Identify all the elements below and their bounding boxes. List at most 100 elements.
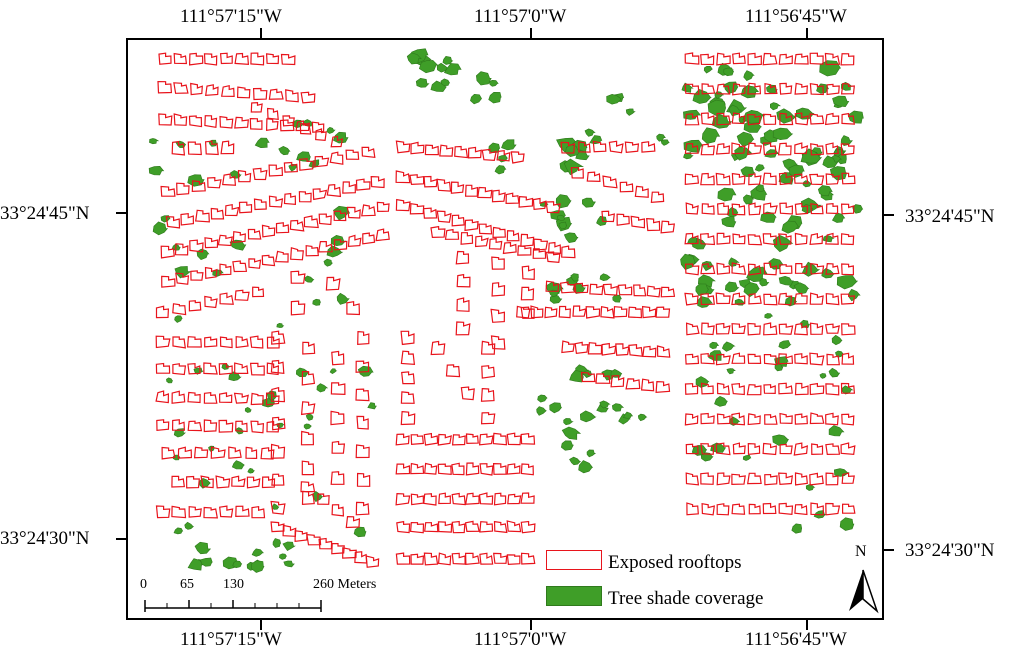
rooftop	[270, 521, 285, 533]
right-lat-label-1: 33°24'45"N	[905, 206, 995, 227]
tree-shade	[742, 454, 752, 461]
rooftop	[490, 335, 506, 350]
tree-shade	[303, 423, 312, 430]
rooftop	[825, 443, 841, 456]
rooftop	[171, 390, 186, 404]
rooftop	[450, 181, 465, 194]
rooftop	[445, 364, 461, 378]
rooftop	[624, 141, 640, 154]
rooftop	[451, 434, 466, 446]
rooftop	[762, 233, 778, 246]
rooftop	[295, 120, 310, 132]
tree-shade	[330, 234, 347, 247]
rooftop	[234, 289, 250, 301]
rooftop	[517, 245, 532, 256]
rooftop	[361, 146, 376, 158]
rooftop	[400, 350, 416, 366]
rooftop	[265, 53, 280, 65]
rooftop	[809, 382, 825, 396]
tree-shade	[279, 553, 288, 560]
rooftop	[478, 433, 494, 446]
rooftop	[778, 53, 793, 65]
rooftop	[173, 52, 188, 65]
rooftop	[266, 107, 279, 120]
bottom-lon-label-2: 111°57'0"W	[474, 629, 567, 650]
rooftop	[747, 82, 762, 95]
legend-tree-swatch	[546, 586, 602, 606]
rooftop	[331, 504, 345, 517]
rooftop	[355, 178, 371, 191]
rooftop	[314, 155, 330, 168]
rooftop	[204, 140, 219, 156]
rooftop	[826, 353, 840, 366]
rooftop	[158, 113, 173, 126]
rooftop	[329, 151, 344, 165]
rooftop	[155, 390, 170, 404]
rooftop	[204, 336, 218, 348]
tree-shade	[723, 67, 735, 77]
map-frame[interactable]: 0 65 130 260 Meters N Exposed rooftops T…	[126, 38, 884, 620]
tree-shade	[336, 292, 350, 305]
rooftop	[186, 336, 202, 348]
rooftop	[655, 306, 671, 318]
tree-shade	[276, 322, 285, 328]
rooftop	[232, 260, 248, 273]
tree-shade	[840, 135, 853, 147]
rooftop	[506, 520, 522, 533]
tree-shade	[796, 107, 815, 120]
top-lon-label-1: 111°57'15"W	[180, 6, 282, 27]
rooftop	[282, 524, 297, 537]
rooftop	[480, 340, 496, 355]
rooftop	[655, 380, 671, 394]
rooftop	[249, 335, 264, 349]
rooftop	[825, 173, 840, 185]
rooftop	[544, 306, 558, 319]
rooftop	[628, 344, 643, 357]
tree-shade	[680, 253, 697, 270]
rooftop	[234, 52, 250, 65]
rooftop	[298, 191, 312, 203]
rooftop	[330, 410, 345, 426]
rooftop	[271, 473, 285, 486]
rooftop	[762, 142, 777, 156]
rooftop	[395, 433, 410, 446]
tick-bottom-3	[806, 620, 808, 630]
rooftop	[228, 446, 242, 459]
rooftop	[395, 463, 411, 475]
rooftop	[840, 143, 855, 156]
rooftop	[646, 217, 661, 232]
rooftop	[361, 204, 376, 217]
rooftop	[574, 341, 589, 354]
tree-shade	[272, 538, 282, 548]
rooftop	[716, 472, 731, 486]
rooftop	[779, 264, 793, 275]
rooftop	[716, 382, 730, 395]
tree-shade	[174, 315, 183, 323]
rooftop	[300, 91, 316, 104]
tree-shade	[549, 294, 563, 304]
rooftop	[175, 272, 190, 285]
rooftop	[602, 175, 618, 189]
rooftop	[171, 140, 186, 156]
rooftop	[220, 140, 235, 155]
rooftop	[490, 308, 506, 323]
rooftop	[794, 263, 808, 274]
rooftop	[261, 254, 276, 267]
rooftop	[633, 284, 647, 297]
rooftop	[561, 340, 575, 354]
rooftop	[155, 505, 171, 519]
north-label: N	[855, 543, 867, 560]
rooftop	[231, 475, 246, 488]
tree-shade	[443, 63, 462, 76]
rooftop	[732, 233, 746, 245]
rooftop	[220, 84, 235, 98]
rooftop	[716, 52, 731, 66]
rooftop	[492, 462, 507, 475]
tree-shade	[707, 99, 727, 116]
tree-shade	[728, 257, 740, 267]
tree-shade	[743, 194, 755, 205]
rooftop	[825, 232, 839, 245]
tree-shade	[714, 91, 724, 99]
rooftop	[477, 186, 493, 199]
rooftop	[224, 203, 240, 217]
